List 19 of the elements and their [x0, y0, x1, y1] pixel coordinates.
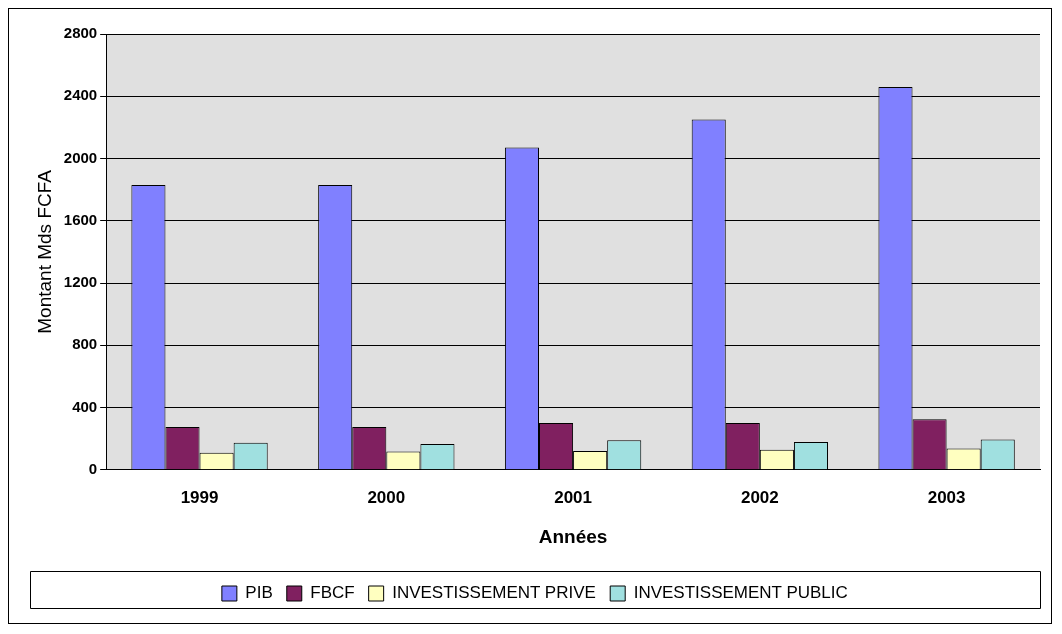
y-tick-label: 2000	[63, 148, 98, 166]
legend-label: INVESTISSEMENT PRIVE	[392, 583, 596, 603]
y-tick-label: 400	[72, 397, 98, 415]
y-tick-label: 800	[72, 335, 98, 353]
y-tick-label: 2400	[63, 86, 98, 104]
x-tick-label: 1999	[180, 487, 219, 507]
legend-label: INVESTISSEMENT PUBLIC	[633, 583, 848, 603]
x-axis-title: Années	[538, 525, 608, 547]
legend-label: PIB	[245, 583, 273, 603]
y-tick-label: 1200	[63, 273, 98, 291]
legend-label: FBCF	[310, 583, 355, 603]
y-tick-label: 1600	[63, 210, 98, 228]
x-tick-label: 2003	[927, 487, 966, 507]
y-axis-title: Montant Mds FCFA	[33, 169, 55, 334]
x-tick-label: 2000	[367, 487, 406, 507]
x-tick-label: 2002	[740, 487, 779, 507]
x-tick-label: 2001	[554, 487, 592, 507]
y-tick-label: 2800	[63, 24, 98, 42]
y-tick-label: 0	[88, 459, 98, 477]
